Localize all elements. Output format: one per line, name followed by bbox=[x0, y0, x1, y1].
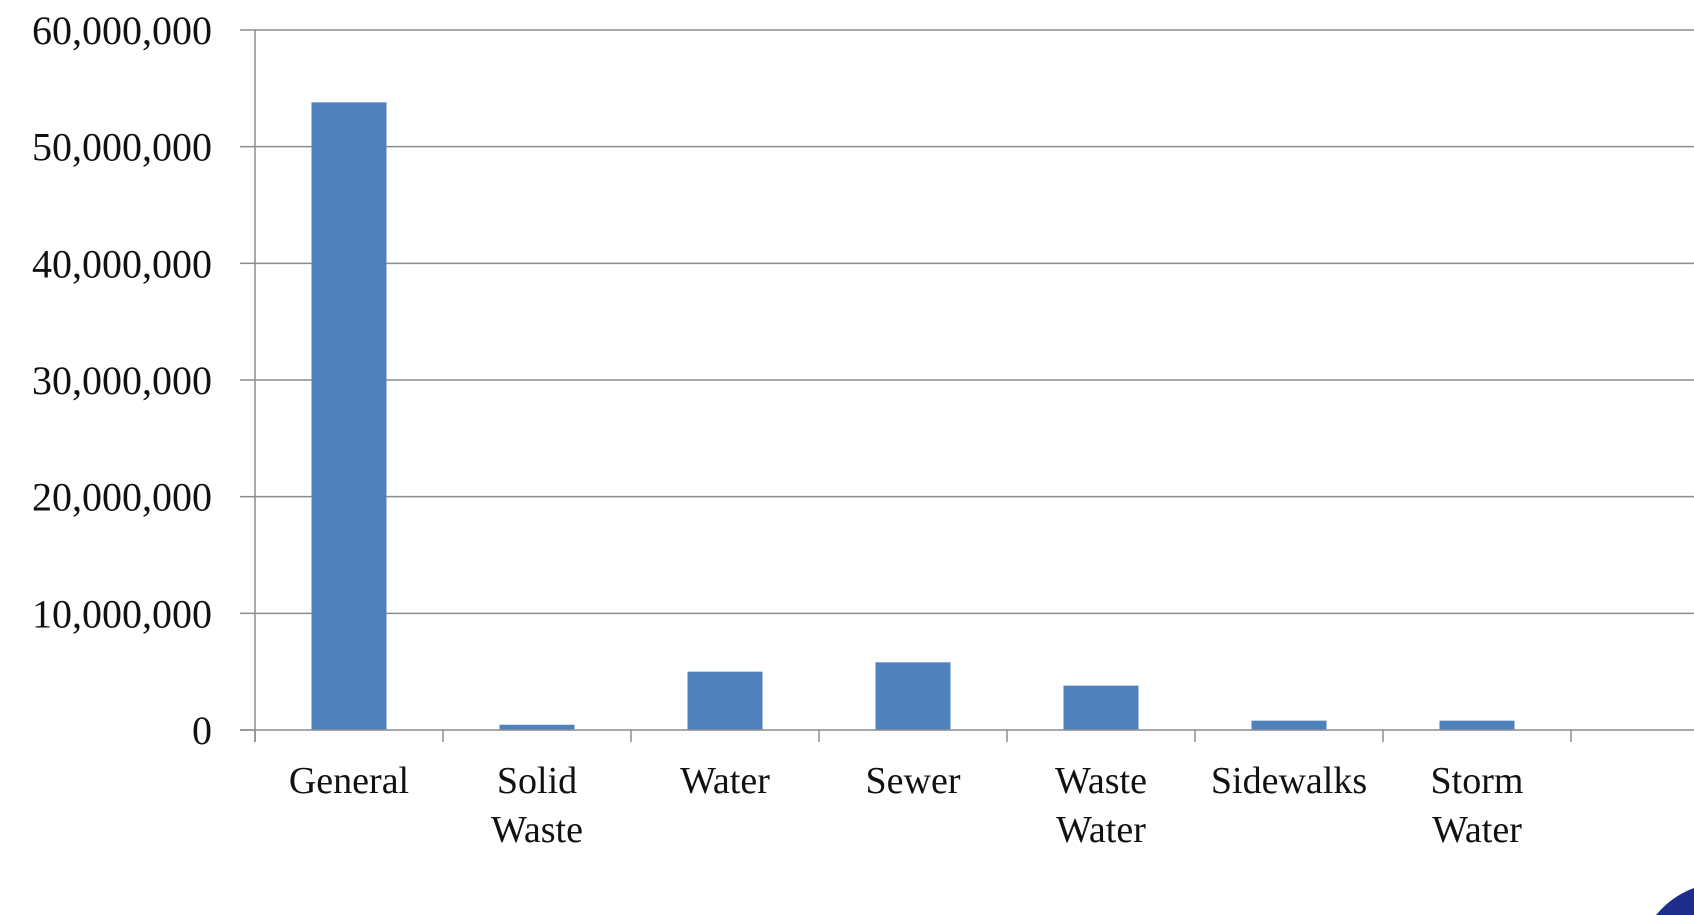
bar bbox=[311, 102, 387, 731]
y-tick-label: 40,000,000 bbox=[32, 241, 212, 286]
bar bbox=[1063, 685, 1139, 730]
corner-logo-fragment bbox=[1656, 888, 1694, 915]
bar bbox=[875, 662, 951, 730]
y-axis-tick-labels: 0 10,000,000 20,000,000 30,000,000 40,000,00… bbox=[32, 8, 212, 753]
gridlines bbox=[255, 29, 1694, 615]
y-tick-label: 0 bbox=[192, 708, 212, 753]
bars bbox=[311, 102, 1515, 731]
y-tick-label: 60,000,000 bbox=[32, 8, 212, 53]
x-category-label: Solid bbox=[497, 760, 577, 802]
x-category-label: Waste bbox=[491, 809, 583, 851]
x-category-label: Sewer bbox=[866, 760, 961, 802]
bar bbox=[687, 671, 763, 730]
bar bbox=[499, 724, 575, 730]
y-tick-label: 30,000,000 bbox=[32, 358, 212, 403]
x-category-label: Water bbox=[680, 760, 770, 802]
y-tick-label: 50,000,000 bbox=[32, 125, 212, 170]
x-category-label: General bbox=[289, 760, 409, 802]
y-tick-label: 20,000,000 bbox=[32, 475, 212, 520]
x-category-label: Sidewalks bbox=[1211, 760, 1367, 802]
axes bbox=[240, 29, 1694, 742]
x-category-label: Water bbox=[1432, 809, 1522, 851]
x-category-label: Waste bbox=[1055, 760, 1147, 802]
bar bbox=[1251, 720, 1327, 730]
y-tick-label: 10,000,000 bbox=[32, 591, 212, 636]
bar bbox=[1439, 720, 1515, 730]
x-category-label: Water bbox=[1056, 809, 1146, 851]
x-axis-category-labels: General Solid Waste Water Sewer Waste Water Sid… bbox=[289, 760, 1524, 851]
x-category-label: Storm bbox=[1431, 760, 1524, 802]
